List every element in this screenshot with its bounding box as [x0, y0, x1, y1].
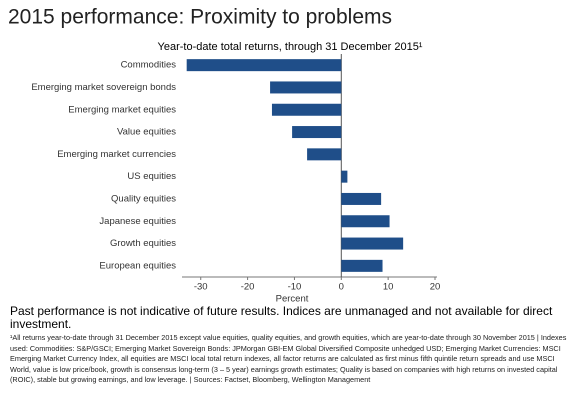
y-tick-label: Emerging market currencies: [57, 149, 176, 160]
bar: [341, 259, 383, 272]
bar: [341, 170, 348, 183]
bar: [270, 81, 342, 94]
x-tick-label: -20: [241, 282, 255, 293]
y-tick-label: European equities: [99, 260, 176, 271]
y-tick-label: US equities: [127, 171, 176, 182]
chart-title: 2015 performance: Proximity to problems: [8, 6, 392, 29]
bar: [341, 192, 382, 205]
chart-subtitle: Year-to-date total returns, through 31 D…: [158, 41, 423, 53]
y-tick-label: Value equities: [117, 127, 176, 138]
x-tick-label: -10: [288, 282, 302, 293]
disclaimer: Past performance is not indicative of fu…: [10, 304, 553, 331]
x-tick-label: -30: [194, 282, 208, 293]
y-tick-label: Commodities: [121, 60, 177, 71]
y-tick-label: Emerging market equities: [68, 104, 176, 115]
bar: [292, 126, 342, 139]
y-tick-label: Japanese equities: [99, 216, 176, 227]
bar: [341, 237, 404, 250]
y-tick-label: Emerging market sovereign bonds: [31, 82, 176, 93]
bar: [186, 59, 342, 72]
footnote: ¹All returns year-to-date through 31 Dec…: [10, 333, 567, 384]
x-tick-label: 0: [339, 282, 344, 293]
y-tick-label: Growth equities: [110, 238, 176, 249]
chart: 2015 performance: Proximity to problems …: [8, 6, 441, 305]
bar: [271, 103, 342, 116]
bar: [341, 215, 390, 228]
x-tick-label: 10: [383, 282, 394, 293]
bar: [307, 148, 342, 161]
y-tick-label: Quality equities: [111, 193, 176, 204]
x-axis-label: Percent: [276, 294, 309, 305]
x-tick-label: 20: [430, 282, 441, 293]
